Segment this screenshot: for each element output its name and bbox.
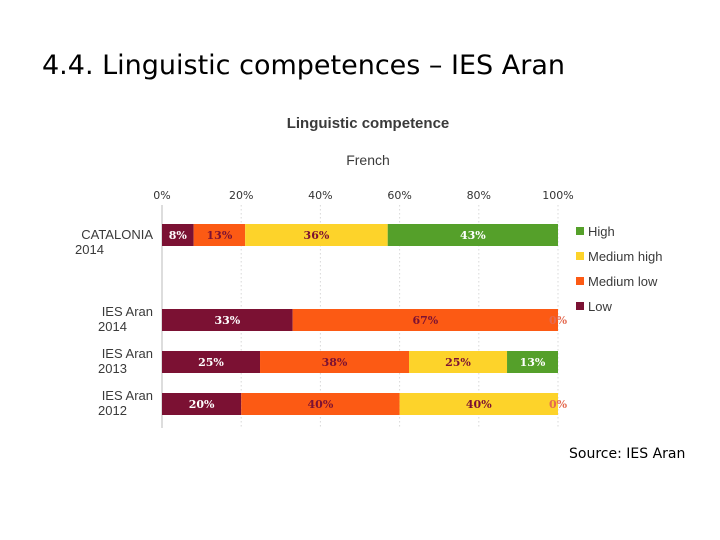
legend: High Medium high Medium low Low (576, 224, 662, 314)
legend-swatch (576, 227, 584, 235)
data-label: 33% (214, 314, 240, 327)
slide-title: 4.4. Linguistic competences – IES Aran (42, 50, 565, 81)
bar-segment-medium-high (399, 393, 558, 415)
data-labels: 8% 13% 36% 43% 33% 67% 0% 25% 38% 25% 13% 20% 40% 40%… (169, 229, 568, 411)
source-note: Source: IES Aran (569, 446, 686, 462)
bar-segment-low (162, 393, 242, 415)
data-label: 25% (198, 356, 224, 369)
category-label: IES Aran (102, 304, 153, 319)
chart-title: Linguistic competence (287, 115, 450, 132)
data-label: 0% (549, 398, 568, 411)
legend-swatch (576, 302, 584, 310)
data-label: 0% (549, 314, 568, 327)
category-year: 2012 (98, 403, 127, 418)
data-label: 20% (189, 398, 215, 411)
category-label: IES Aran (102, 388, 153, 403)
data-label: 36% (304, 229, 330, 242)
bar-segment-high (507, 351, 558, 373)
x-tick-label: 60% (387, 189, 411, 202)
legend-label: High (588, 224, 615, 239)
category-label: IES Aran (102, 346, 153, 361)
category-year: 2013 (98, 361, 127, 376)
data-label: 13% (520, 356, 546, 369)
legend-label: Medium low (588, 274, 658, 289)
bar-segment-medium-low (241, 393, 400, 415)
legend-label: Medium high (588, 249, 662, 264)
legend-swatch (576, 252, 584, 260)
category-year: 2014 (75, 242, 104, 257)
x-tick-label: 40% (308, 189, 332, 202)
bar-segment-high (387, 224, 558, 246)
category-label: CATALONIA (81, 227, 153, 242)
bar-segment-low (162, 224, 194, 246)
x-tick-label: 20% (229, 189, 253, 202)
data-label: 67% (412, 314, 438, 327)
data-label: 40% (308, 398, 334, 411)
legend-label: Low (588, 299, 612, 314)
bar-segment-medium-high (245, 224, 388, 246)
bars (162, 224, 558, 415)
data-label: 40% (466, 398, 492, 411)
x-tick-label: 100% (542, 189, 573, 202)
x-tick-label: 0% (153, 189, 170, 202)
bar-segment-low (162, 351, 261, 373)
data-label: 13% (207, 229, 233, 242)
data-label: 43% (460, 229, 486, 242)
data-label: 8% (169, 229, 188, 242)
bar-segment-medium-low (260, 351, 410, 373)
x-tick-label: 80% (467, 189, 491, 202)
bar-segment-medium-low (193, 224, 246, 246)
data-label: 38% (322, 356, 348, 369)
category-year: 2014 (98, 319, 127, 334)
bar-segment-medium-high (409, 351, 508, 373)
bar-segment-medium-low (292, 309, 558, 331)
x-axis-ticks: 0% 20% 40% 60% 80% 100% (153, 189, 573, 202)
bar-segment-low (162, 309, 293, 331)
legend-swatch (576, 277, 584, 285)
chart-subtitle: French (346, 152, 390, 168)
data-label: 25% (445, 356, 471, 369)
